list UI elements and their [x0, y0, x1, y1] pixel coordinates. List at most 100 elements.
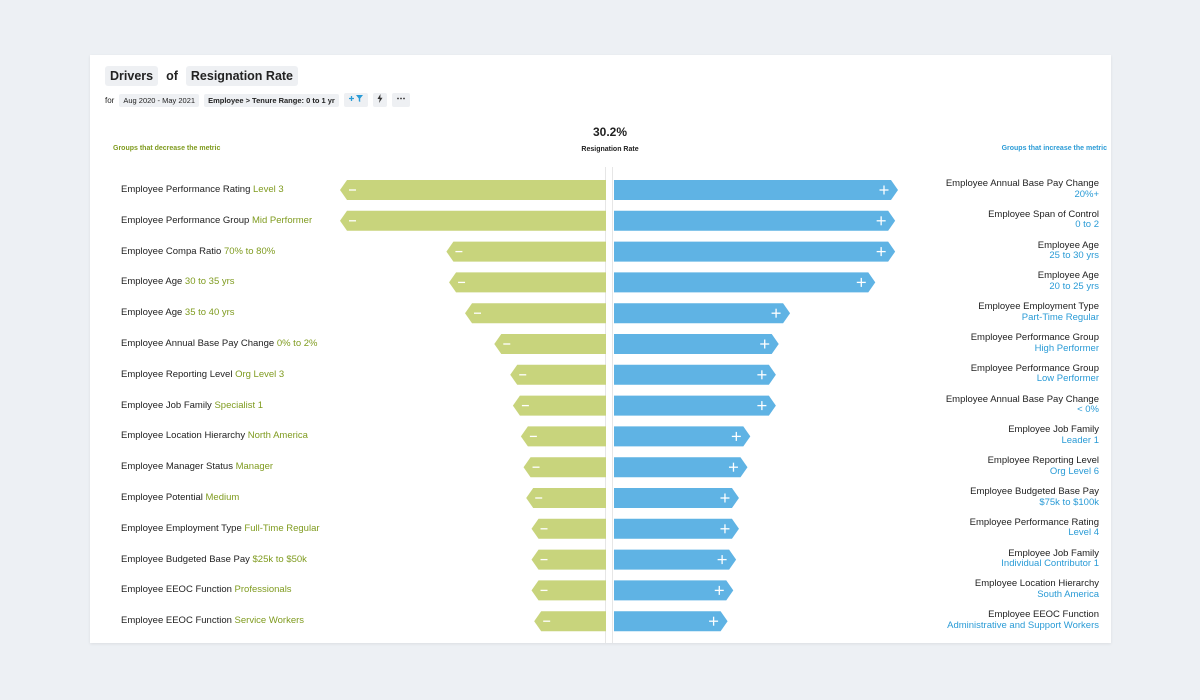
increase-bar[interactable] — [614, 580, 734, 601]
increase-bar-group[interactable] — [614, 518, 739, 539]
decrease-bar[interactable] — [534, 611, 606, 632]
increase-bar-group[interactable] — [614, 210, 896, 231]
decrease-bar-group[interactable] — [494, 334, 606, 354]
increase-driver-label: Employee Span of Control 0 to 2 — [988, 208, 1099, 231]
increase-bar[interactable] — [614, 395, 776, 416]
driver-category: Employee Span of Control — [988, 208, 1099, 220]
decrease-bar-group[interactable] — [510, 364, 606, 385]
driver-group: $25k to $50k — [252, 553, 307, 565]
increase-bar-group[interactable] — [614, 395, 776, 416]
decrease-bar-group[interactable] — [531, 580, 606, 601]
driver-category: Employee Performance Group — [121, 214, 250, 226]
driver-category: Employee Budgeted Base Pay — [121, 553, 250, 565]
decrease-bar-group[interactable] — [531, 518, 606, 539]
decrease-bar[interactable] — [446, 241, 606, 262]
decrease-bar[interactable] — [531, 580, 606, 601]
more-icon[interactable] — [391, 93, 410, 107]
driver-category: Employee Performance Group — [970, 362, 1099, 374]
decrease-bar-group[interactable] — [531, 549, 606, 570]
decrease-driver-label: Employee EEOC Function Professionals — [121, 583, 292, 597]
increase-bar[interactable] — [614, 518, 739, 539]
decrease-bar-group[interactable] — [340, 210, 606, 231]
increase-bar-group[interactable] — [614, 580, 734, 601]
driver-group: Specialist 1 — [214, 399, 264, 411]
decrease-bar-group[interactable] — [534, 611, 606, 632]
increase-bar[interactable] — [614, 488, 739, 508]
driver-group: Level 3 — [253, 184, 284, 195]
driver-group: 30 to 35 yrs — [184, 276, 235, 288]
decrease-driver-label: Employee Annual Base Pay Change 0% to 2% — [121, 337, 317, 351]
increase-bar[interactable] — [614, 549, 737, 570]
decrease-bar-group[interactable] — [449, 272, 606, 293]
driver-group: 20 to 25 yrs — [1049, 280, 1099, 292]
decrease-bar-group[interactable] — [523, 457, 606, 478]
driver-category: Employee Performance Rating — [121, 184, 251, 195]
increase-bar-group[interactable] — [614, 611, 728, 632]
increase-bar-group[interactable] — [614, 303, 791, 324]
driver-category: Employee Age — [121, 276, 183, 288]
increase-bar-group[interactable] — [614, 334, 779, 354]
increase-bar-group[interactable] — [614, 426, 751, 447]
decrease-bar[interactable] — [494, 334, 606, 354]
driver-category: Employee Job Family — [121, 399, 212, 411]
decrease-bar-group[interactable] — [512, 395, 606, 416]
lightning-icon[interactable] — [372, 93, 387, 107]
driver-category: Employee Employment Type — [978, 301, 1099, 313]
driver-category: Employee Age — [1037, 270, 1099, 282]
filter-add-icon[interactable] — [343, 93, 368, 107]
decrease-driver-label: Employee Potential Medium — [121, 491, 239, 505]
increase-bar-group[interactable] — [614, 457, 748, 478]
decrease-bar[interactable] — [512, 395, 606, 416]
driver-category: Employee Budgeted Base Pay — [970, 486, 1099, 497]
decrease-bar[interactable] — [523, 457, 606, 478]
decrease-bar[interactable] — [340, 210, 606, 231]
decrease-bar[interactable] — [449, 272, 606, 293]
increase-bar[interactable] — [614, 272, 876, 293]
date-range-chip[interactable]: Aug 2020 - May 2021 — [119, 93, 200, 107]
increase-bar[interactable] — [614, 364, 776, 385]
decrease-bar-group[interactable] — [465, 303, 606, 324]
decrease-bar-group[interactable] — [446, 241, 606, 262]
driver-group: South America — [1037, 588, 1099, 600]
increase-bar-group[interactable] — [614, 364, 776, 385]
increase-bar[interactable] — [614, 457, 748, 478]
increase-bar[interactable] — [614, 210, 896, 231]
increase-bar[interactable] — [614, 241, 896, 262]
driver-group: Org Level 6 — [1049, 465, 1099, 477]
decrease-bar[interactable] — [465, 303, 606, 324]
increase-bar-group[interactable] — [614, 488, 739, 508]
decrease-driver-label: Employee Age 30 to 35 yrs — [121, 275, 235, 289]
increase-bar[interactable] — [614, 426, 751, 447]
increase-bar-group[interactable] — [614, 241, 896, 262]
overall-metric-value: 30.2% — [592, 125, 628, 139]
decrease-driver-label: Employee Age 35 to 40 yrs — [121, 306, 235, 320]
driver-bars — [340, 180, 898, 632]
decrease-bar[interactable] — [520, 426, 606, 447]
increase-bar-group[interactable] — [614, 272, 876, 293]
decrease-bar[interactable] — [526, 488, 606, 508]
increase-driver-label: Employee Annual Base Pay Change 20%+ — [946, 178, 1099, 200]
drivers-selector[interactable]: Drivers — [105, 66, 159, 86]
decrease-bar-group[interactable] — [520, 426, 606, 447]
tenure-filter-chip[interactable]: Employee > Tenure Range: 0 to 1 yr — [204, 93, 339, 107]
decrease-driver-label: Employee EEOC Function Service Workers — [121, 614, 304, 628]
decrease-bar[interactable] — [531, 518, 606, 539]
increase-driver-label: Employee Job Family Leader 1 — [1008, 425, 1099, 446]
decrease-bar-group[interactable] — [526, 488, 606, 508]
increase-bar[interactable] — [614, 334, 779, 354]
driver-category: Employee Age — [121, 307, 183, 319]
decrease-bar[interactable] — [340, 180, 606, 200]
increase-bar[interactable] — [614, 303, 791, 324]
increase-bar[interactable] — [614, 180, 898, 200]
decrease-bar-group[interactable] — [340, 180, 606, 200]
increase-bar-group[interactable] — [614, 180, 898, 200]
driver-group: Individual Contributor 1 — [1001, 558, 1099, 570]
decrease-bar[interactable] — [531, 549, 606, 570]
increase-bar-group[interactable] — [614, 549, 737, 570]
decrease-bar[interactable] — [510, 364, 606, 385]
decrease-driver-label: Employee Employment Type Full-Time Regul… — [121, 522, 320, 536]
metric-selector[interactable]: Resignation Rate — [185, 66, 299, 86]
increase-driver-label: Employee Job Family Individual Contributo… — [1001, 548, 1099, 570]
increase-bar[interactable] — [614, 611, 728, 632]
increase-driver-label: Employee Performance Rating Level 4 — [970, 517, 1099, 539]
